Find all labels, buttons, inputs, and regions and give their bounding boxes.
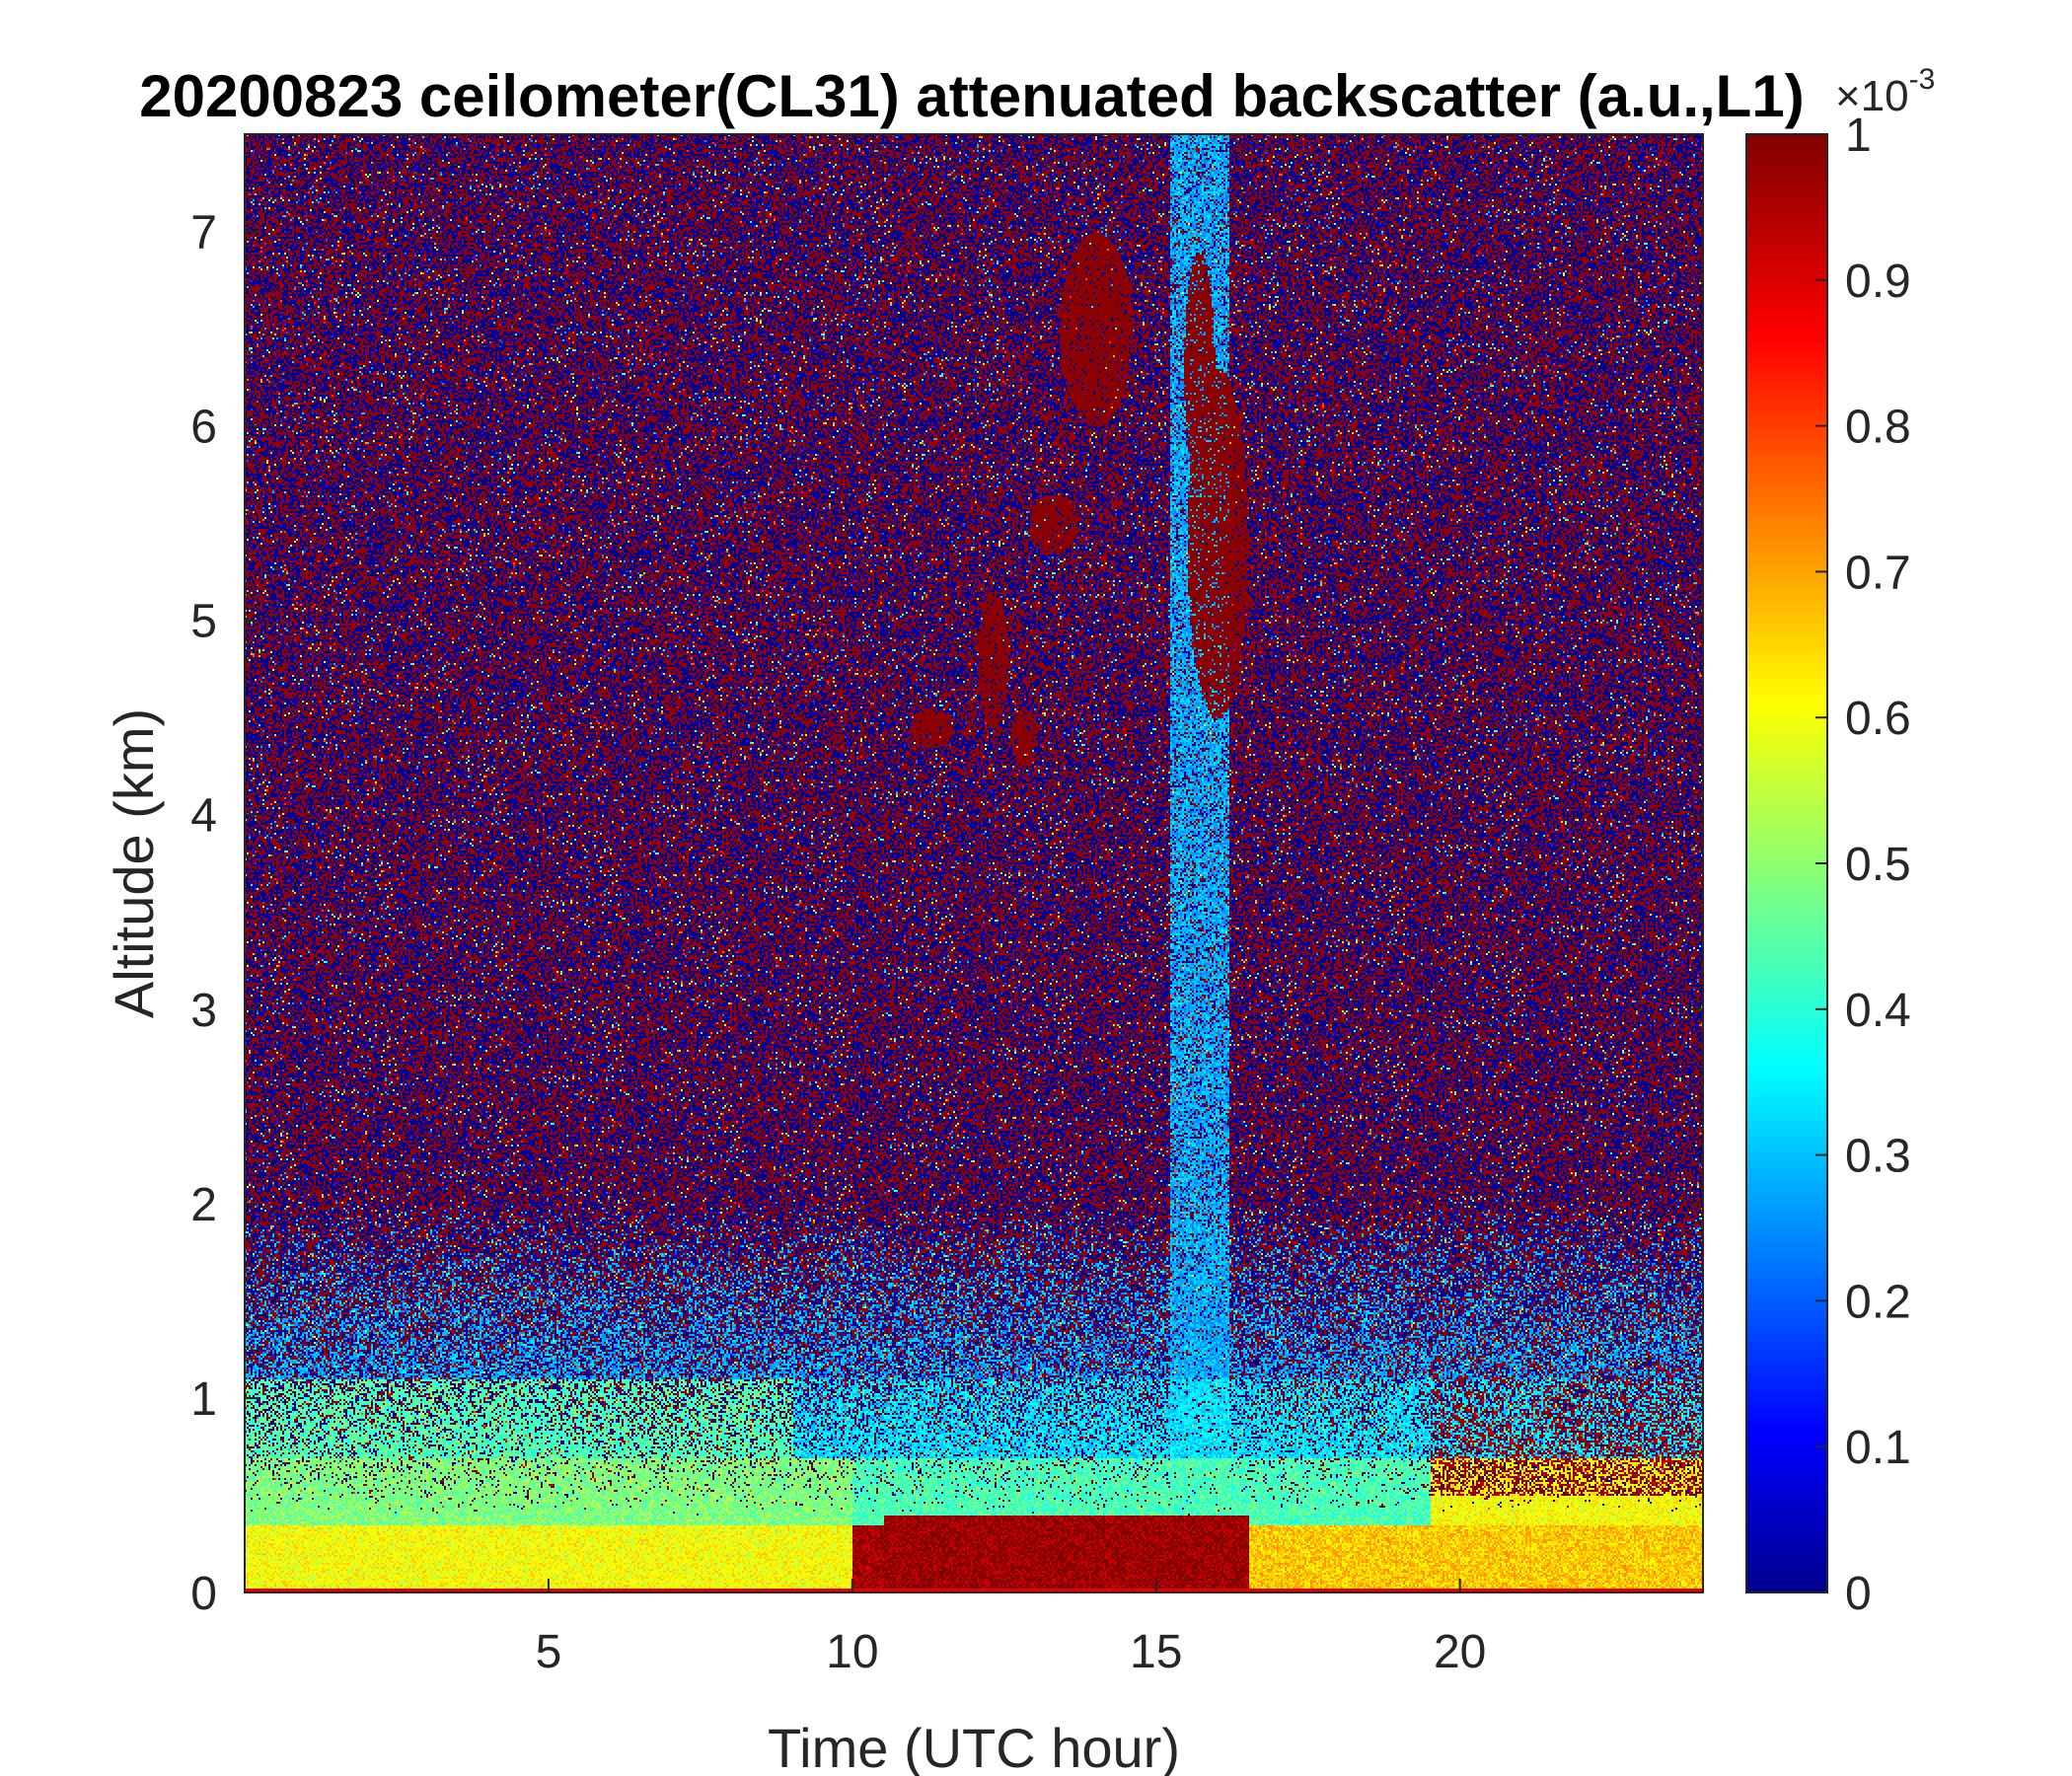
colorbar-tick-label: 0.5 [1845,839,1911,891]
colorbar-tick-label: 0.3 [1845,1131,1911,1183]
colorbar: 0 0.1 0.2 0.3 0.4 0.5 0.6 0.7 0.8 0.9 1 ×10-3 [1745,63,1935,1620]
colorbar-tick-label: 0.8 [1845,402,1911,454]
colorbar-tick-label: 0 [1845,1568,1872,1620]
y-tick-label: 7 [190,207,217,259]
y-tick-label: 5 [190,596,217,648]
x-tick-label: 15 [1130,1626,1182,1678]
y-axis-label: Altitude (km) [103,708,165,1018]
colorbar-tick-label: 0.2 [1845,1276,1911,1328]
x-axis-label: Time (UTC hour) [768,1717,1180,1776]
colorbar-ticks: 0 0.1 0.2 0.3 0.4 0.5 0.6 0.7 0.8 0.9 1 [1815,110,1911,1620]
y-tick-label: 2 [190,1179,217,1231]
colorbar-tick-label: 0.7 [1845,547,1911,599]
x-axis: 5 10 15 20 [536,134,1486,1678]
colorbar-exponent-base: ×10 [1835,72,1909,120]
chart-title: 20200823 ceilometer(CL31) attenuated bac… [139,63,1804,129]
y-tick-label: 4 [190,790,217,843]
y-tick-label: 1 [190,1373,217,1426]
x-tick-label: 10 [826,1626,878,1678]
colorbar-exponent: ×10-3 [1835,63,1935,120]
x-tick-label: 5 [536,1626,562,1678]
plot-frame [244,133,1704,1593]
y-tick-label: 6 [190,402,217,454]
heatmap-area [245,134,1703,1592]
colorbar-tick-label: 0.1 [1845,1422,1911,1474]
y-axis: 0 1 2 3 4 5 6 7 [190,207,1703,1620]
y-tick-label: 3 [190,985,217,1037]
colorbar-tick-label: 0.4 [1845,985,1911,1037]
colorbar-tick-label: 0.6 [1845,693,1911,745]
x-tick-label: 20 [1434,1626,1486,1678]
colorbar-gradient [1745,133,1828,1593]
y-tick-label: 0 [190,1568,217,1620]
colorbar-exponent-power: -3 [1909,63,1936,96]
colorbar-tick-label: 1 [1845,110,1872,162]
colorbar-tick-label: 0.9 [1845,256,1911,308]
